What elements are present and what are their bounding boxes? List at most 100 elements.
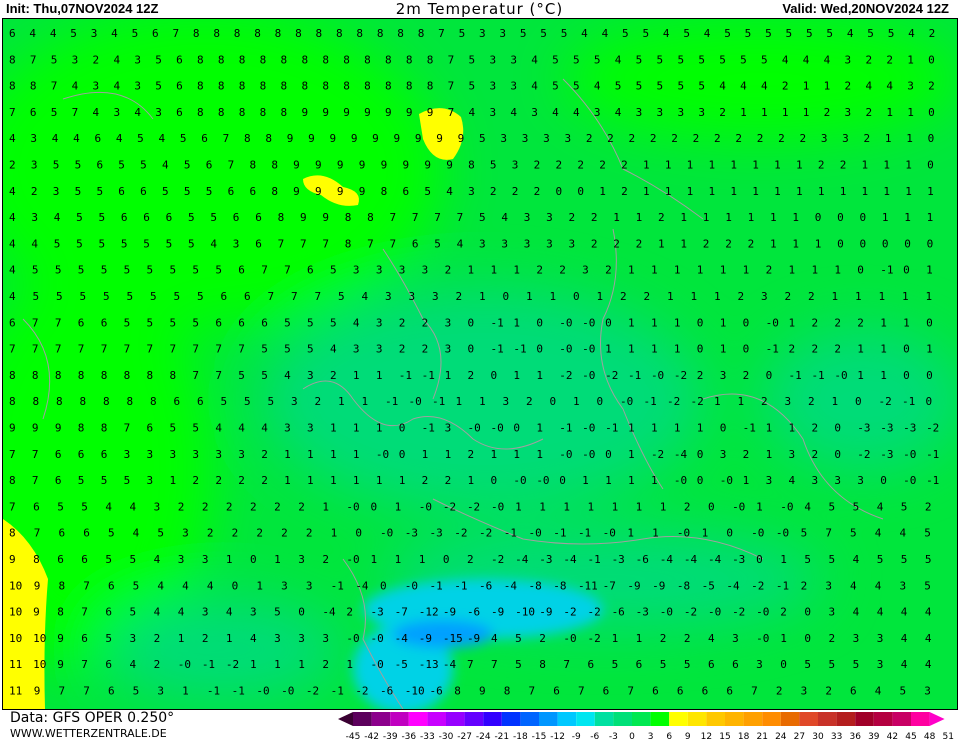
temperature-value: -1 (644, 395, 657, 408)
temperature-value: 2 (886, 53, 893, 66)
temperature-value: 8 (218, 106, 225, 119)
legend-swatch (594, 712, 614, 726)
temperature-value: 6 (708, 658, 715, 671)
temperature-value: 2 (658, 211, 665, 224)
temperature-value: 0 (536, 343, 543, 356)
temperature-value: -1 (559, 422, 572, 435)
temperature-value: 8 (9, 474, 16, 487)
legend-label: 51 (942, 732, 953, 741)
temperature-value: 3 (385, 290, 392, 303)
temperature-value: 2 (202, 500, 209, 513)
legend-label: 6 (666, 732, 672, 741)
temperature-value: 3 (147, 474, 154, 487)
temperature-value: 3 (569, 237, 576, 250)
temperature-value: 7 (238, 343, 245, 356)
temperature-value: 2 (456, 290, 463, 303)
temperature-value: 3 (130, 632, 137, 645)
temperature-value: 3 (582, 264, 589, 277)
temperature-value: 0 (550, 395, 557, 408)
temperature-value: 6 (636, 658, 643, 671)
temperature-value: 8 (356, 27, 363, 40)
temperature-value: 5 (78, 474, 85, 487)
temperature-value: 7 (457, 211, 464, 224)
temperature-value: 4 (615, 106, 622, 119)
temperature-value: 2 (607, 132, 614, 145)
temperature-value: 5 (206, 185, 213, 198)
temperature-value: 9 (359, 159, 366, 172)
temperature-value: 3 (322, 632, 329, 645)
temperature-value: 3 (307, 422, 314, 435)
temperature-value: 0 (855, 395, 862, 408)
temperature-value: 4 (162, 159, 169, 172)
data-source: Data: GFS OPER 0.250° (10, 710, 175, 726)
temperature-value: 8 (397, 27, 404, 40)
temperature-value: 1 (536, 422, 543, 435)
temperature-value: -0 (346, 500, 359, 513)
temperature-value: 8 (78, 369, 85, 382)
temperature-value: -15 (443, 632, 463, 645)
temperature-value: 3 (877, 632, 884, 645)
temperature-value: 7 (367, 237, 374, 250)
temperature-value: 1 (513, 316, 520, 329)
temperature-value: 1 (376, 369, 383, 382)
temperature-value: -2 (491, 553, 504, 566)
temperature-value: -0 (660, 606, 673, 619)
temperature-value: 2 (238, 474, 245, 487)
temperature-value: 4 (925, 658, 932, 671)
legend-swatch (669, 712, 688, 726)
legend-label: -30 (439, 732, 454, 741)
temperature-value: 9 (436, 132, 443, 145)
temperature-value: 7 (228, 159, 235, 172)
legend-swatch (892, 712, 911, 726)
temperature-value: 4 (719, 80, 726, 93)
temperature-value: -0 (903, 474, 916, 487)
temperature-value: -4 (515, 553, 529, 566)
temperature-value: 2 (845, 80, 852, 93)
legend-arrow-low (338, 712, 353, 726)
temperature-value: 7 (55, 343, 62, 356)
temperature-value: 2 (261, 448, 268, 461)
temperature-value: 10 (9, 632, 22, 645)
temperature-value: 1 (743, 264, 750, 277)
temperature-value: 4 (573, 106, 580, 119)
website-link[interactable]: WWW.WETTERZENTRALE.DE (10, 727, 167, 740)
temperature-value: 3 (178, 553, 185, 566)
temperature-value: 3 (499, 27, 506, 40)
temperature-value: -4 (674, 448, 688, 461)
temperature-value: 1 (539, 500, 546, 513)
temperature-value: 6 (261, 316, 268, 329)
temperature-value: 5 (57, 500, 64, 513)
temperature-value: -0 (559, 343, 572, 356)
temperature-value: 1 (395, 553, 402, 566)
temperature-value: 5 (274, 606, 281, 619)
temperature-value: 1 (774, 159, 781, 172)
temperature-value: 1 (550, 290, 557, 303)
temperature-value: 0 (468, 316, 475, 329)
temperature-value: 3 (91, 27, 98, 40)
temperature-value: 0 (859, 211, 866, 224)
temperature-value: -3 (430, 527, 443, 540)
temperature-value: 3 (281, 579, 288, 592)
temperature-value: 4 (330, 343, 337, 356)
temperature-value: 9 (34, 579, 41, 592)
temperature-value: 0 (577, 185, 584, 198)
temperature-value: 5 (51, 106, 58, 119)
temperature-value: -2 (559, 369, 572, 382)
temperature-value: 5 (724, 27, 731, 40)
temperature-value: 2 (536, 264, 543, 277)
temperature-value: 3 (732, 632, 739, 645)
temperature-value: 8 (301, 80, 308, 93)
temperature-value: 6 (55, 448, 62, 461)
temperature-value: 5 (192, 264, 199, 277)
temperature-value: -2 (306, 685, 319, 698)
legend-label: 18 (738, 732, 750, 741)
temperature-value: 1 (674, 343, 681, 356)
temperature-value: 2 (261, 474, 268, 487)
temperature-value: 8 (239, 80, 246, 93)
temperature-value: 2 (445, 264, 452, 277)
temperature-value: 1 (651, 316, 658, 329)
temperature-value: 7 (261, 264, 268, 277)
temperature-value: -0 (582, 343, 595, 356)
temperature-value: 1 (513, 369, 520, 382)
temperature-value: -8 (528, 579, 541, 592)
